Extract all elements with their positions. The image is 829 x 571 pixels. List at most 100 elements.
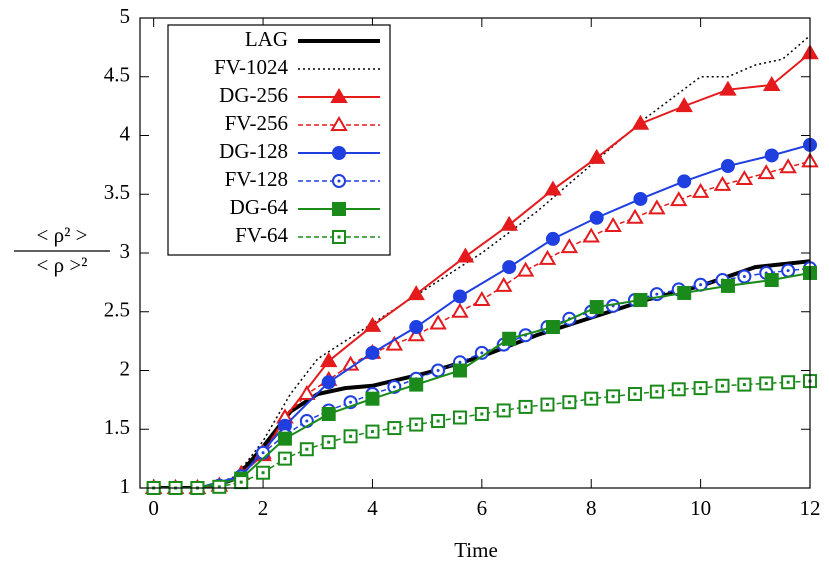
legend-label: DG-256 bbox=[219, 83, 288, 107]
point bbox=[407, 326, 425, 342]
point bbox=[544, 180, 562, 196]
point-center bbox=[567, 400, 571, 404]
point bbox=[407, 285, 425, 301]
point-center bbox=[305, 419, 309, 423]
point bbox=[545, 231, 560, 246]
y-tick-label: 2 bbox=[120, 356, 131, 380]
point bbox=[604, 216, 622, 232]
y-tick-label: 2.5 bbox=[104, 298, 130, 322]
x-axis-label: Time bbox=[454, 538, 498, 562]
point-center bbox=[480, 351, 484, 355]
point-center bbox=[337, 179, 341, 183]
point-center bbox=[720, 384, 724, 388]
plot-border bbox=[139, 17, 811, 489]
point bbox=[720, 278, 735, 293]
point-center bbox=[699, 386, 703, 390]
point bbox=[648, 199, 666, 215]
point bbox=[451, 302, 469, 318]
point-center bbox=[392, 426, 396, 430]
point-center bbox=[217, 485, 221, 489]
point bbox=[502, 331, 517, 346]
point bbox=[321, 406, 336, 421]
series-line bbox=[153, 271, 810, 488]
point bbox=[298, 385, 316, 400]
point-center bbox=[655, 292, 659, 296]
x-tick-label: 8 bbox=[586, 496, 597, 520]
point bbox=[633, 191, 648, 206]
point-center bbox=[337, 235, 341, 239]
point-center bbox=[786, 269, 790, 273]
point bbox=[502, 260, 517, 275]
point-center bbox=[589, 397, 593, 401]
legend-label: FV-256 bbox=[225, 111, 288, 135]
x-tick-label: 4 bbox=[367, 496, 378, 520]
x-tick-label: 6 bbox=[477, 496, 488, 520]
point bbox=[452, 289, 467, 304]
point bbox=[456, 247, 475, 263]
point bbox=[677, 285, 692, 300]
series-line bbox=[153, 380, 810, 488]
legend-marker bbox=[330, 116, 348, 131]
point bbox=[713, 175, 732, 191]
y-tick-label: 4 bbox=[120, 121, 131, 145]
point-center bbox=[414, 423, 418, 427]
point-center bbox=[524, 405, 528, 409]
point bbox=[764, 148, 779, 163]
point bbox=[587, 148, 606, 164]
point bbox=[516, 261, 535, 277]
point-center bbox=[327, 440, 331, 444]
y-tick-label: 5 bbox=[120, 4, 131, 28]
legend-box bbox=[167, 24, 391, 256]
point bbox=[321, 375, 336, 390]
point bbox=[409, 320, 424, 335]
point bbox=[341, 355, 360, 371]
y-tick-label: 3 bbox=[120, 239, 131, 263]
point-center bbox=[677, 387, 681, 391]
point bbox=[669, 191, 688, 207]
point-center bbox=[261, 451, 265, 455]
point bbox=[757, 164, 775, 180]
legend-marker bbox=[330, 88, 348, 103]
point-center bbox=[633, 392, 637, 396]
legend-label: FV-1024 bbox=[214, 55, 288, 79]
point-center bbox=[699, 283, 703, 287]
point-center bbox=[349, 434, 353, 438]
point-center bbox=[239, 480, 243, 484]
point-center bbox=[611, 394, 615, 398]
point bbox=[429, 314, 447, 330]
legend-label: DG-128 bbox=[219, 139, 288, 163]
point-center bbox=[305, 447, 309, 451]
point bbox=[631, 114, 650, 130]
point bbox=[762, 75, 781, 91]
point-center bbox=[502, 408, 506, 412]
point-center bbox=[480, 412, 484, 416]
point bbox=[720, 159, 735, 174]
y-tick-label: 3.5 bbox=[104, 180, 130, 204]
point-center bbox=[436, 419, 440, 423]
point bbox=[545, 320, 560, 335]
y-axis-label-bottom: < ρ >² bbox=[37, 253, 88, 277]
x-tick-label: 2 bbox=[258, 496, 269, 520]
point-center bbox=[742, 383, 746, 387]
y-tick-label: 1 bbox=[120, 474, 131, 498]
point bbox=[538, 249, 557, 265]
point-center bbox=[349, 400, 353, 404]
point bbox=[319, 352, 338, 368]
point-center bbox=[283, 457, 287, 461]
point bbox=[277, 431, 292, 446]
point-center bbox=[764, 381, 768, 385]
legend-label: DG-64 bbox=[230, 195, 289, 219]
point bbox=[494, 276, 513, 292]
point bbox=[409, 377, 424, 392]
point bbox=[735, 169, 754, 185]
point-center bbox=[545, 403, 549, 407]
point-center bbox=[261, 471, 265, 475]
legend-label: FV-64 bbox=[235, 223, 288, 247]
legend-marker bbox=[332, 202, 346, 216]
point bbox=[582, 227, 600, 243]
point bbox=[500, 215, 518, 231]
point-center bbox=[458, 360, 462, 364]
x-tick-label: 0 bbox=[148, 496, 159, 520]
x-tick-label: 10 bbox=[690, 496, 711, 520]
point bbox=[560, 238, 579, 254]
